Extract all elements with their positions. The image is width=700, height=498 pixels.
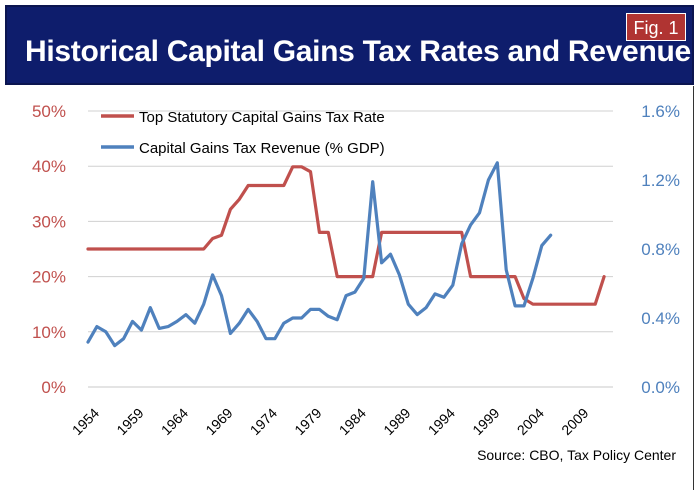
x-tick-label: 1984: [336, 405, 369, 438]
x-tick-label: 1959: [113, 405, 146, 438]
y-right-tick-label: 1.6%: [641, 102, 680, 121]
y-left-tick-label: 20%: [32, 268, 66, 287]
x-tick-label: 1964: [158, 405, 191, 438]
y-left-tick-label: 10%: [32, 323, 66, 342]
y-left-tick-label: 50%: [32, 102, 66, 121]
x-tick-label: 2009: [558, 405, 591, 438]
figure-label-badge: Fig. 1: [626, 13, 686, 41]
y-right-tick-label: 1.2%: [641, 171, 680, 190]
x-tick-label: 1969: [202, 405, 235, 438]
x-tick-label: 1999: [469, 405, 502, 438]
x-tick-label: 2004: [514, 405, 547, 438]
x-tick-label: 1994: [425, 405, 458, 438]
y-left-tick-label: 30%: [32, 212, 66, 231]
x-tick-label: 1979: [291, 405, 324, 438]
y-left-tick-label: 40%: [32, 157, 66, 176]
title-banner: Historical Capital Gains Tax Rates and R…: [5, 5, 694, 85]
right-frame-line: [693, 86, 694, 490]
chart-title: Historical Capital Gains Tax Rates and R…: [25, 35, 691, 68]
x-tick-label: 1954: [69, 405, 102, 438]
legend-label-revenue: Capital Gains Tax Revenue (% GDP): [139, 140, 385, 157]
y-right-tick-label: 0.4%: [641, 309, 680, 328]
legend-label-rate: Top Statutory Capital Gains Tax Rate: [139, 109, 385, 126]
tax-revenue-line: [86, 161, 553, 348]
y-right-tick-label: 0.8%: [641, 240, 680, 259]
x-tick-label: 1989: [380, 405, 413, 438]
x-tick-label: 1974: [247, 405, 280, 438]
y-left-tick-label: 0%: [41, 378, 66, 397]
y-right-tick-label: 0.0%: [641, 378, 680, 397]
source-note: Source: CBO, Tax Policy Center: [477, 447, 676, 463]
tax-rate-line: [86, 165, 606, 306]
